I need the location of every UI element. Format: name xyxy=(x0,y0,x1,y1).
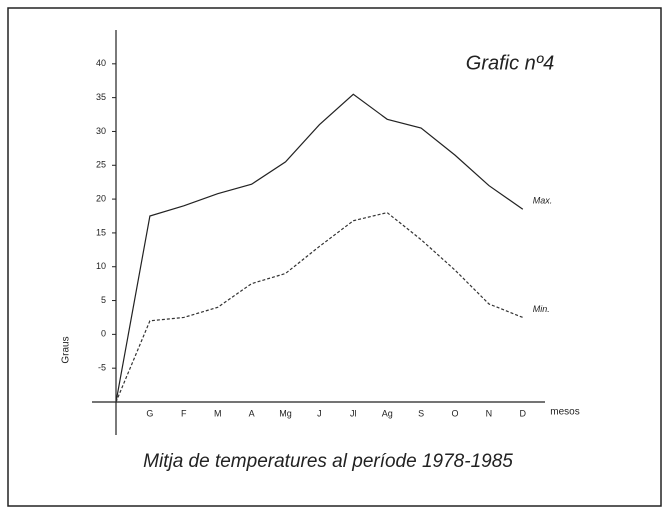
y-tick-label: 0 xyxy=(101,329,106,339)
x-tick-label: F xyxy=(181,408,187,418)
x-tick-label: J xyxy=(317,408,322,418)
y-tick-label: 40 xyxy=(96,58,106,68)
x-tick-label: O xyxy=(451,408,458,418)
x-tick-label: G xyxy=(146,408,153,418)
y-tick-label: 5 xyxy=(101,295,106,305)
series-line xyxy=(115,211,524,403)
x-tick-label: Ag xyxy=(382,408,393,418)
y-tick-label: 15 xyxy=(96,227,106,237)
x-tick-label: A xyxy=(249,408,255,418)
y-tick-label: 20 xyxy=(96,193,106,203)
y-tick-label: 25 xyxy=(96,160,106,170)
caption: Mitja de temperatures al període 1978-19… xyxy=(143,451,513,472)
series-label: Max. xyxy=(533,196,553,206)
y-axis-label: Graus xyxy=(61,336,72,363)
x-tick-label: Jl xyxy=(350,408,357,418)
series-label: Min. xyxy=(533,304,550,314)
x-tick-label: S xyxy=(418,408,424,418)
x-tick-label: M xyxy=(214,408,222,418)
x-tick-label: N xyxy=(486,408,493,418)
y-tick-label: 35 xyxy=(96,92,106,102)
x-tick-label: D xyxy=(520,408,527,418)
chart-title: Grafic nº4 xyxy=(466,52,554,74)
frame xyxy=(7,7,662,507)
series-line xyxy=(115,93,524,403)
y-tick-label: 10 xyxy=(96,261,106,271)
x-tick-label: Mg xyxy=(279,408,292,418)
y-tick-label: -5 xyxy=(98,363,106,373)
x-axis-label: mesos xyxy=(550,407,579,418)
y-tick-label: 30 xyxy=(96,126,106,136)
